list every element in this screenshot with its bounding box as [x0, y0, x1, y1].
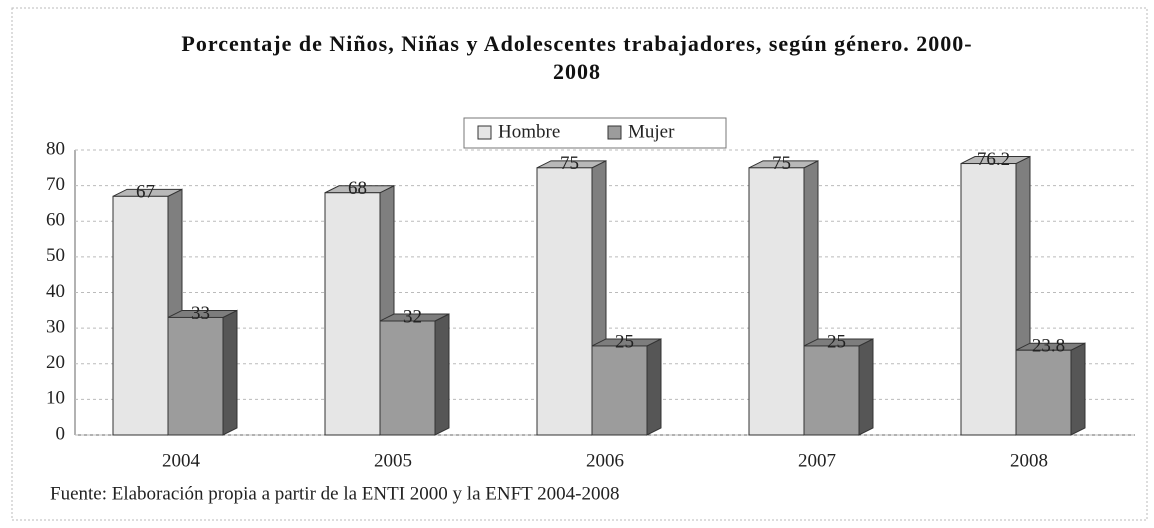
y-tick-label: 30	[46, 316, 65, 337]
y-tick-label: 20	[46, 352, 65, 373]
y-tick-label: 80	[46, 138, 65, 159]
y-tick-label: 40	[46, 281, 65, 302]
bar-side	[434, 313, 450, 436]
bar	[112, 195, 169, 436]
value-label: 25	[827, 331, 846, 352]
x-tick-label: 2004	[162, 450, 201, 471]
value-label: 25	[615, 331, 634, 352]
value-label: 75	[560, 153, 579, 174]
bar	[803, 345, 860, 436]
value-label: 75	[772, 153, 791, 174]
value-label: 67	[136, 182, 155, 203]
legend-label: Mujer	[628, 121, 675, 142]
bar-side	[646, 338, 662, 436]
y-tick-label: 60	[46, 210, 65, 231]
source-note: Fuente: Elaboración propia a partir de l…	[50, 483, 620, 504]
bar	[748, 167, 805, 436]
x-tick-label: 2007	[798, 450, 836, 471]
bar	[324, 192, 381, 436]
frame	[11, 7, 1148, 521]
value-label: 68	[348, 178, 367, 199]
x-tick-label: 2005	[374, 450, 412, 471]
legend-swatch	[477, 125, 492, 140]
bar-side	[222, 309, 238, 436]
bar	[167, 316, 224, 436]
legend-box	[463, 117, 727, 149]
bar	[591, 345, 648, 436]
bar	[960, 163, 1017, 436]
y-tick-label: 50	[46, 245, 65, 266]
bar-side	[1070, 342, 1086, 436]
legend-label: Hombre	[498, 121, 560, 142]
x-tick-label: 2008	[1010, 450, 1048, 471]
bar-side	[858, 338, 874, 436]
y-tick-label: 0	[56, 423, 66, 444]
bar	[379, 320, 436, 436]
y-tick-label: 70	[46, 174, 65, 195]
x-tick-label: 2006	[586, 450, 624, 471]
chart-title: Porcentaje de Niños, Niñas y Adolescente…	[181, 31, 973, 84]
legend-swatch	[607, 125, 622, 140]
value-label: 76.2	[977, 149, 1010, 170]
value-label: 33	[191, 303, 210, 324]
y-tick-label: 10	[46, 388, 65, 409]
value-label: 23.8	[1032, 336, 1065, 357]
value-label: 32	[403, 306, 422, 327]
bar	[536, 167, 593, 436]
bar	[1015, 349, 1072, 436]
